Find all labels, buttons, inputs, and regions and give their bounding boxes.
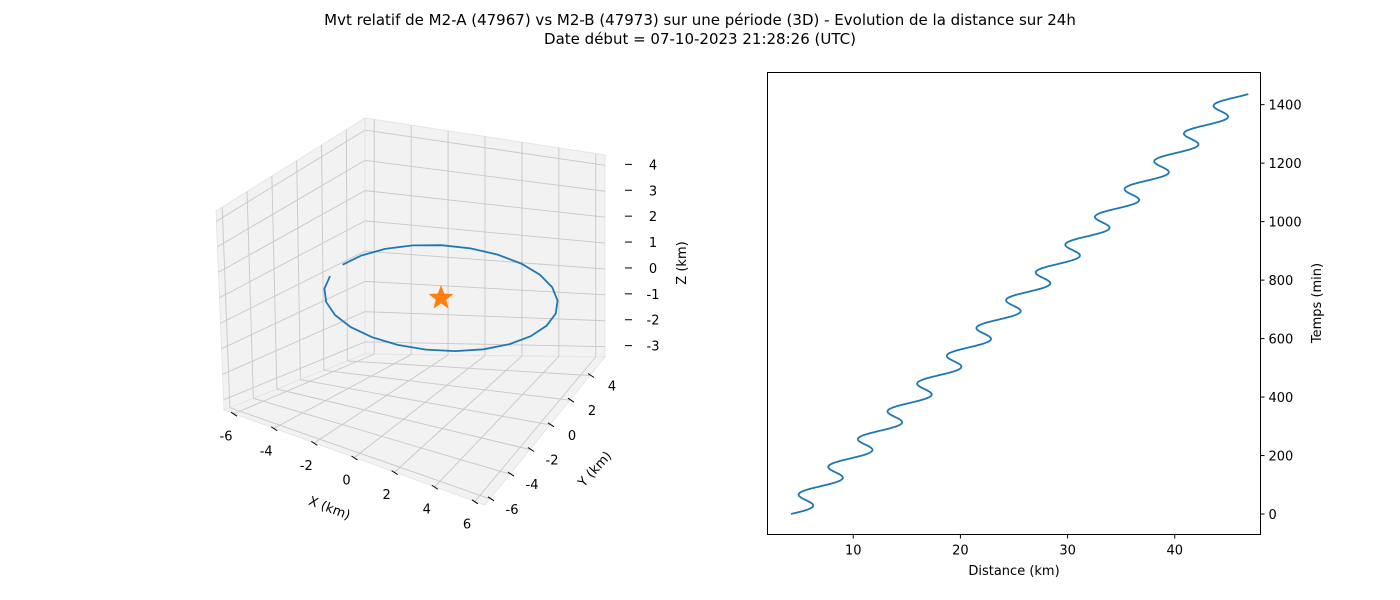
grid-y-floor	[300, 379, 551, 426]
y-tick-label-3d: 4	[608, 380, 616, 395]
grid-z-left	[220, 250, 366, 324]
pane-floor	[222, 353, 606, 506]
y-tick-mark-3d	[587, 373, 595, 378]
x-tick-label: 30	[1059, 544, 1076, 559]
x-tick-label-3d: 6	[463, 517, 471, 532]
y-tick-label-3d: -4	[526, 478, 539, 493]
x-tick-mark-3d	[230, 411, 238, 417]
grid-z-left	[219, 220, 366, 299]
distance-series-line	[790, 93, 1249, 515]
grid-z-back	[364, 341, 606, 348]
y-tick-label: 1400	[1269, 99, 1302, 114]
x-tick-mark-3d	[270, 426, 278, 432]
y-tick-label: 800	[1269, 274, 1294, 289]
x-axis-label-3d: X (km)	[306, 494, 352, 524]
y-tick-label: 0	[1269, 508, 1277, 523]
y-tick-mark-3d	[527, 447, 535, 452]
y-tick-label-3d: -2	[546, 454, 559, 469]
grid-y-left	[221, 207, 231, 408]
grid-y-floor	[323, 369, 571, 401]
grid-y-floor	[253, 397, 511, 475]
x-tick-mark-3d	[311, 440, 318, 446]
x-tick-label-3d: -6	[220, 430, 233, 445]
figure-title-line-1: Mvt relatif de M2-A (47967) vs M2-B (479…	[324, 11, 1076, 29]
x-tick-label-3d: -4	[260, 444, 273, 459]
x-tick-mark-3d	[351, 455, 358, 461]
grid-z-left	[222, 311, 366, 375]
grid-z-left	[223, 341, 366, 401]
grid-x-floor	[354, 355, 486, 458]
grid-y-left	[321, 145, 325, 371]
z-tick-label-3d: 2	[649, 210, 657, 225]
grid-y-left	[271, 176, 278, 390]
grid-y-left	[246, 191, 254, 399]
figure-title-line-2: Date début = 07-10-2023 21:28:26 (UTC)	[544, 30, 856, 48]
grid-z-left	[216, 129, 366, 222]
y-tick-mark-3d	[567, 397, 575, 403]
grid-z-back	[364, 311, 606, 322]
x-tick-label-3d: 4	[423, 503, 431, 518]
x-tick-mark-3d	[391, 470, 398, 476]
x-tick-label-3d: 0	[342, 474, 350, 489]
grid-z-back	[364, 159, 606, 192]
grid-z-left	[218, 190, 366, 273]
y-tick-label: 1000	[1269, 216, 1302, 231]
y-tick-mark-3d	[507, 471, 515, 477]
grid-z-back	[364, 190, 606, 218]
z-tick-label-3d: -1	[647, 288, 660, 303]
reference-star-marker	[428, 285, 454, 309]
x-axis-label: Distance (km)	[968, 564, 1059, 579]
grid-z-left	[221, 280, 366, 350]
y-tick-mark-3d	[487, 496, 495, 502]
x-tick-mark-3d	[471, 499, 479, 505]
grid-y-floor	[347, 360, 591, 376]
grid-y-floor	[276, 388, 531, 450]
x-tick-label: 20	[952, 544, 969, 559]
y-tick-label-3d: 0	[568, 429, 576, 444]
z-tick-label-3d: 4	[649, 158, 657, 173]
x-tick-label-3d: 2	[383, 488, 391, 503]
x-tick-mark-3d	[431, 484, 439, 490]
plot-frame	[767, 72, 1261, 535]
y-tick-label-3d: -6	[506, 503, 519, 518]
grid-z-back	[364, 129, 606, 166]
grid-x-floor	[314, 354, 449, 444]
z-tick-label-3d: -3	[647, 340, 660, 355]
x-tick-label: 40	[1166, 544, 1183, 559]
x-tick-label-3d: -2	[300, 459, 313, 474]
grid-x-floor	[394, 355, 523, 473]
y-tick-label: 200	[1269, 450, 1294, 465]
grid-y-left	[345, 129, 348, 362]
z-tick-label-3d: 0	[649, 262, 657, 277]
y-axis-label: Temps (min)	[1310, 263, 1325, 344]
grid-x-floor	[233, 353, 375, 415]
grid-z-back	[364, 280, 606, 296]
grid-z-back	[364, 220, 606, 244]
grid-x-floor	[434, 356, 560, 488]
grid-y-floor	[229, 407, 491, 500]
y-tick-label: 400	[1269, 391, 1294, 406]
y-tick-label: 1200	[1269, 157, 1302, 172]
y-tick-mark-3d	[547, 422, 555, 428]
x-tick-label: 10	[845, 544, 862, 559]
grid-x-floor	[474, 356, 597, 502]
z-tick-label-3d: -2	[647, 314, 660, 329]
y-tick-label: 600	[1269, 333, 1294, 348]
grid-z-back	[364, 250, 606, 270]
z-axis-label-3d: Z (km)	[675, 241, 690, 284]
grid-x-floor	[273, 354, 412, 429]
orbit-line	[323, 244, 559, 353]
y-tick-label-3d: 2	[588, 404, 596, 419]
grid-3d	[216, 119, 606, 502]
z-tick-label-3d: 3	[649, 184, 657, 199]
y-axis-label-3d: Y (km)	[575, 449, 615, 491]
grid-y-left	[296, 160, 301, 380]
z-tick-label-3d: 1	[649, 236, 657, 251]
grid-z-left	[217, 159, 366, 248]
